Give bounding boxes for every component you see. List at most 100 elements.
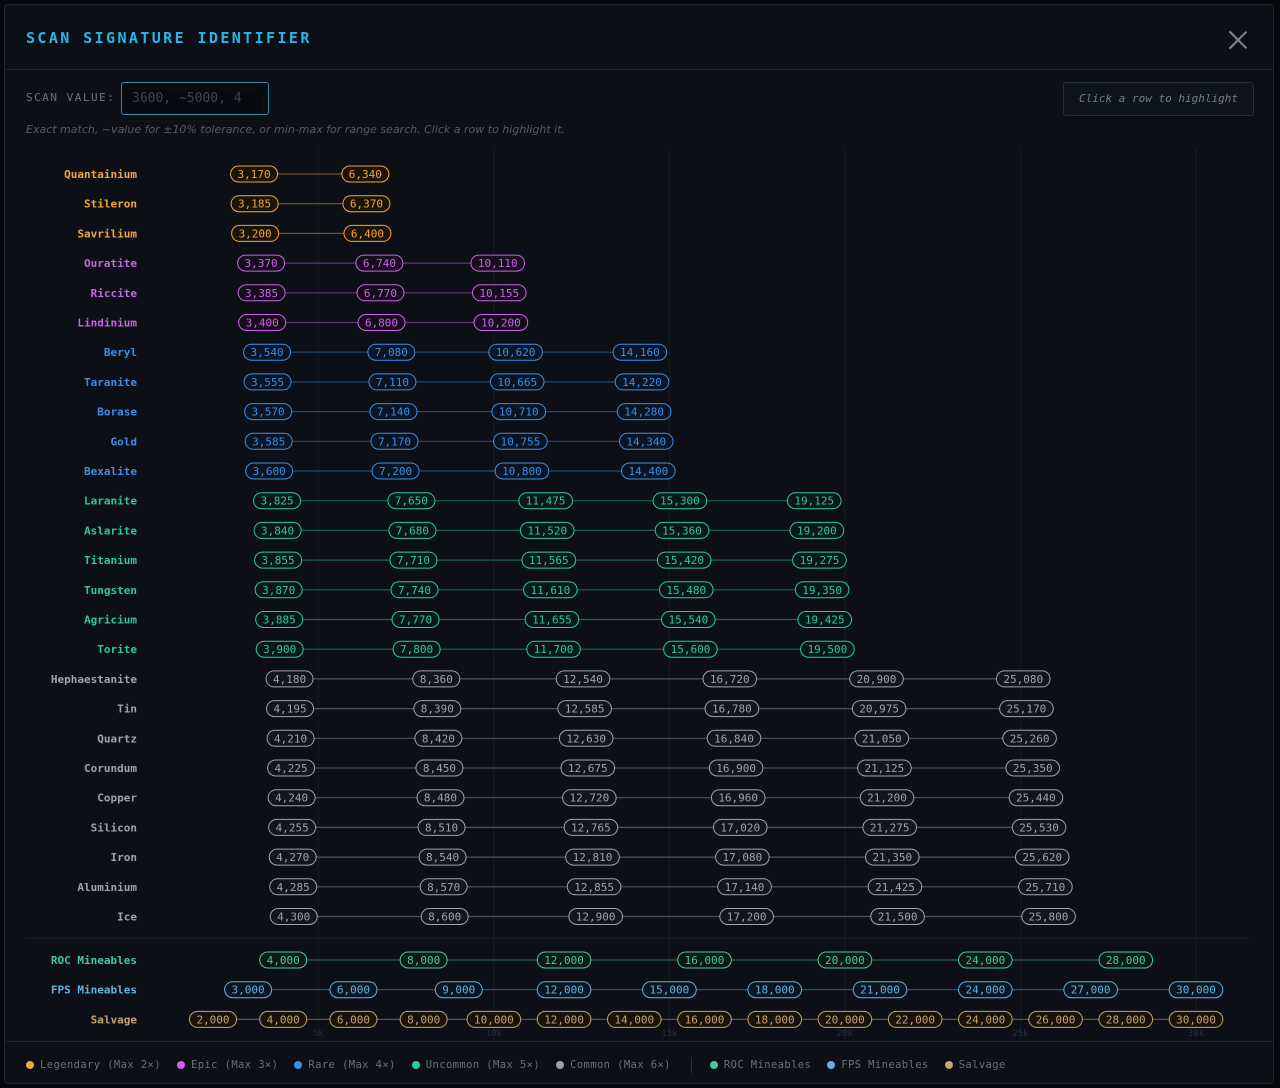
value-label: 25,710 bbox=[1026, 881, 1066, 894]
value-label: 16,780 bbox=[712, 703, 752, 716]
value-label: 3,540 bbox=[251, 346, 284, 359]
legend-bar: Legendary (Max 2×) Epic (Max 3×) Rare (Max… bbox=[5, 1041, 1273, 1083]
value-label: 8,540 bbox=[426, 851, 459, 864]
value-label: 8,570 bbox=[427, 881, 460, 894]
chart-row-lindinium[interactable]: Lindinium 3,400 6,800 10,200 bbox=[77, 314, 529, 331]
row-label: FPS Mineables bbox=[51, 984, 137, 997]
value-pill bbox=[255, 640, 304, 658]
value-pill bbox=[399, 951, 448, 969]
value-label: 6,770 bbox=[364, 287, 397, 300]
chart-row-tin[interactable]: Tin 4,195 8,390 12,585 16,780 20,975 25,170 bbox=[117, 700, 1054, 718]
legend-dot-icon bbox=[556, 1061, 565, 1069]
value-label: 14,220 bbox=[622, 376, 662, 389]
value-label: 12,585 bbox=[565, 703, 605, 716]
value-pill bbox=[417, 818, 466, 836]
chart-row-savrilium[interactable]: Savrilium 3,200 6,400 bbox=[77, 224, 392, 242]
scan-value-input[interactable] bbox=[121, 82, 269, 115]
value-label: 21,350 bbox=[872, 851, 912, 864]
value-pill bbox=[661, 611, 716, 628]
value-pill bbox=[789, 521, 845, 539]
value-pill bbox=[392, 640, 441, 658]
chart-row-ice[interactable]: Ice 4,300 8,600 12,900 17,200 21,500 25,800 bbox=[117, 908, 1076, 925]
value-label: 11,610 bbox=[531, 584, 571, 597]
value-pill bbox=[702, 670, 758, 688]
chart-row-fps-mineables[interactable]: FPS Mineables 3,000 6,000 9,000 12,000 15,000… bbox=[51, 981, 1224, 999]
value-label: 25,260 bbox=[1010, 732, 1050, 745]
value-pill bbox=[267, 759, 316, 777]
x-tick-label: 15k bbox=[661, 1029, 678, 1039]
value-pill bbox=[399, 1010, 448, 1028]
value-pill bbox=[557, 700, 612, 718]
value-label: 12,720 bbox=[569, 792, 609, 805]
value-pill bbox=[817, 951, 873, 969]
value-pill bbox=[1098, 951, 1154, 969]
value-pill bbox=[243, 343, 292, 361]
value-pill bbox=[606, 1010, 662, 1028]
value-label: 15,480 bbox=[666, 584, 706, 597]
chart-row-iron[interactable]: Iron 4,270 8,540 12,810 17,080 21,350 25,620 bbox=[111, 848, 1070, 866]
chart-row-riccite[interactable]: Riccite 3,385 6,770 10,155 bbox=[91, 284, 527, 302]
value-label: 10,200 bbox=[481, 317, 521, 330]
legend-item-rare: Rare (Max 4×) bbox=[294, 1059, 395, 1071]
value-label: 4,270 bbox=[276, 851, 309, 864]
row-label: Gold bbox=[111, 435, 138, 448]
chart-row-hephaestanite[interactable]: Hephaestanite 4,180 8,360 12,540 16,720 20,90… bbox=[51, 670, 1051, 688]
chart-row-laranite[interactable]: Laranite 3,825 7,650 11,475 15,300 19,125 bbox=[84, 492, 842, 510]
value-pill bbox=[418, 848, 467, 866]
x-tick-label: 25k bbox=[1012, 1029, 1029, 1039]
value-pill bbox=[420, 908, 469, 925]
chart-row-roc-mineables[interactable]: ROC Mineables 4,000 8,000 12,000 16,000 20,00… bbox=[51, 951, 1154, 969]
chart-row-gold[interactable]: Gold 3,585 7,170 10,755 14,340 bbox=[111, 432, 674, 450]
value-label: 28,000 bbox=[1106, 1013, 1146, 1026]
chart-row-stileron[interactable]: Stileron 3,185 6,370 bbox=[84, 195, 391, 213]
value-label: 7,800 bbox=[400, 643, 433, 656]
value-pill bbox=[255, 611, 304, 628]
chart-row-quantainium[interactable]: Quantainium 3,170 6,340 bbox=[64, 165, 390, 183]
value-label: 20,975 bbox=[859, 703, 899, 716]
value-pill bbox=[1063, 981, 1118, 999]
value-label: 21,125 bbox=[865, 762, 905, 775]
value-label: 3,825 bbox=[261, 495, 294, 508]
value-pill bbox=[859, 789, 915, 807]
row-label: Copper bbox=[97, 792, 137, 805]
scan-identifier-dialog: SCAN SIGNATURE IDENTIFIER SCAN VALUE: Cl… bbox=[4, 4, 1274, 1084]
value-label: 16,720 bbox=[710, 673, 750, 686]
legend-item-legendary: Legendary (Max 2×) bbox=[26, 1059, 161, 1071]
chart-row-agricium[interactable]: Agricium 3,885 7,770 11,655 15,540 19,425 bbox=[84, 611, 853, 628]
value-label: 6,000 bbox=[337, 1013, 370, 1026]
value-pill bbox=[710, 789, 766, 807]
value-pill bbox=[254, 581, 303, 599]
chart-row-borase[interactable]: Borase 3,570 7,140 10,710 14,280 bbox=[97, 403, 672, 421]
chart-row-titanium[interactable]: Titanium 3,855 7,710 11,565 15,420 19,275 bbox=[84, 551, 847, 569]
row-label: Titanium bbox=[84, 554, 137, 567]
chart-row-aslarite[interactable]: Aslarite 3,840 7,680 11,520 15,360 19,200 bbox=[84, 521, 845, 539]
legend-label: Common (Max 6×) bbox=[570, 1059, 671, 1071]
value-pill bbox=[230, 165, 279, 183]
value-label: 7,200 bbox=[379, 465, 412, 478]
chart-row-silicon[interactable]: Silicon 4,255 8,510 12,765 17,020 21,275 25,53… bbox=[91, 818, 1067, 836]
value-label: 30,000 bbox=[1176, 984, 1216, 997]
value-pill bbox=[852, 981, 908, 999]
value-pill bbox=[224, 981, 273, 999]
legend-label: Rare (Max 4×) bbox=[308, 1059, 396, 1071]
legend-item-uncommon: Uncommon (Max 5×) bbox=[411, 1059, 540, 1071]
chart-row-bexalite[interactable]: Bexalite 3,600 7,200 10,800 14,400 bbox=[84, 462, 676, 480]
value-pill bbox=[566, 878, 622, 896]
chart-row-aluminium[interactable]: Aluminium 4,285 8,570 12,855 17,140 21,425 25,… bbox=[77, 878, 1073, 896]
value-pill bbox=[329, 1010, 378, 1028]
value-pill bbox=[526, 640, 581, 658]
chart-row-quartz[interactable]: Quartz 4,210 8,420 12,630 16,840 21,050 25,260 bbox=[97, 729, 1057, 747]
row-label: ROC Mineables bbox=[51, 954, 137, 967]
chart-row-torite[interactable]: Torite 3,900 7,800 11,700 15,600 19,500 bbox=[97, 640, 855, 658]
chart-row-copper[interactable]: Copper 4,240 8,480 12,720 16,960 21,200 25,440 bbox=[97, 789, 1064, 807]
chart-row-taranite[interactable]: Taranite 3,555 7,110 10,665 14,220 bbox=[84, 373, 670, 391]
chart-row-salvage[interactable]: Salvage 2,000 4,000 6,000 8,000 10,000 12,000 1… bbox=[91, 1010, 1224, 1028]
chart-row-ouratite[interactable]: Ouratite 3,370 6,740 10,110 bbox=[84, 254, 526, 272]
value-label: 25,800 bbox=[1029, 911, 1069, 924]
chart-row-beryl[interactable]: Beryl 3,540 7,080 10,620 14,160 bbox=[104, 343, 668, 361]
chart-row-corundum[interactable]: Corundum 4,225 8,450 12,675 16,900 21,125 25,3… bbox=[84, 759, 1061, 777]
dialog-header: SCAN SIGNATURE IDENTIFIER bbox=[5, 5, 1273, 70]
chart-row-tungsten[interactable]: Tungsten 3,870 7,740 11,610 15,480 19,350 bbox=[84, 581, 850, 599]
value-pill bbox=[466, 1010, 522, 1028]
close-icon[interactable] bbox=[1227, 29, 1249, 51]
